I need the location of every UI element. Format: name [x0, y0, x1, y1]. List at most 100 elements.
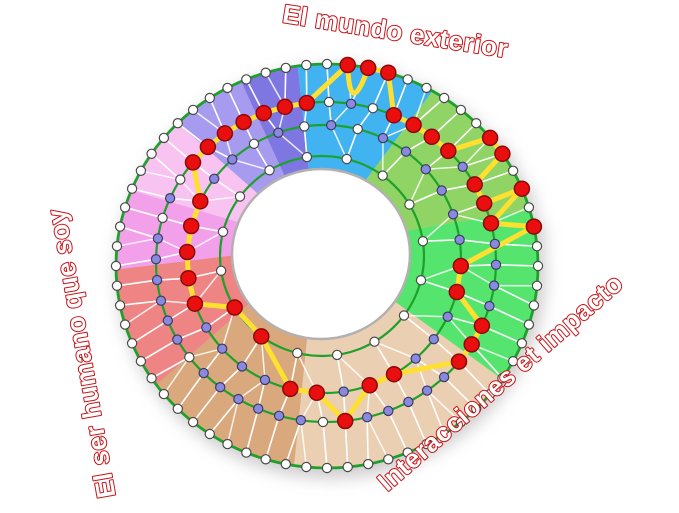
red-node[interactable] — [452, 257, 470, 275]
node[interactable] — [404, 199, 415, 210]
node[interactable] — [436, 185, 447, 196]
node[interactable] — [331, 349, 343, 361]
red-node[interactable] — [385, 107, 403, 124]
outer-node[interactable] — [523, 319, 535, 330]
red-node[interactable] — [182, 217, 200, 235]
red-node[interactable] — [282, 380, 299, 398]
node[interactable] — [488, 280, 500, 291]
node[interactable] — [377, 132, 389, 144]
red-node[interactable] — [180, 269, 197, 287]
red-node[interactable] — [226, 299, 243, 316]
outer-node[interactable] — [497, 373, 508, 384]
outer-node[interactable] — [439, 92, 450, 104]
node[interactable] — [273, 410, 285, 421]
node[interactable] — [184, 352, 195, 363]
node[interactable] — [151, 274, 163, 286]
outer-node[interactable] — [260, 67, 271, 78]
node[interactable] — [417, 235, 429, 247]
red-node[interactable] — [276, 98, 294, 116]
node[interactable] — [292, 347, 303, 359]
outer-node[interactable] — [172, 117, 183, 129]
outer-node[interactable] — [471, 403, 482, 414]
outer-node[interactable] — [204, 428, 215, 440]
node[interactable] — [338, 386, 349, 397]
red-node[interactable] — [255, 104, 272, 122]
outer-node[interactable] — [301, 461, 312, 473]
node[interactable] — [299, 121, 310, 132]
red-node[interactable] — [336, 412, 354, 430]
outer-node[interactable] — [439, 428, 450, 440]
node[interactable] — [415, 275, 427, 286]
node[interactable] — [383, 405, 394, 417]
outer-node[interactable] — [126, 338, 138, 349]
outer-node[interactable] — [363, 458, 374, 470]
node[interactable] — [323, 96, 335, 108]
red-node[interactable] — [235, 113, 252, 131]
outer-node[interactable] — [260, 454, 271, 465]
outer-node[interactable] — [321, 58, 333, 70]
node[interactable] — [341, 153, 352, 165]
node[interactable] — [273, 127, 284, 138]
outer-node[interactable] — [402, 74, 413, 85]
outer-node[interactable] — [135, 356, 147, 367]
outer-node[interactable] — [146, 373, 157, 384]
red-node[interactable] — [253, 328, 270, 345]
outer-node[interactable] — [301, 59, 312, 71]
outer-node[interactable] — [523, 202, 535, 213]
outer-node[interactable] — [119, 319, 131, 330]
red-node[interactable] — [178, 243, 196, 261]
node[interactable] — [201, 322, 212, 333]
node[interactable] — [155, 295, 167, 306]
node[interactable] — [326, 119, 337, 131]
red-node[interactable] — [359, 59, 377, 77]
node[interactable] — [442, 311, 453, 322]
outer-node[interactable] — [110, 260, 122, 272]
node[interactable] — [369, 336, 380, 347]
outer-node[interactable] — [280, 458, 291, 470]
node[interactable] — [361, 412, 373, 423]
outer-node[interactable] — [342, 461, 353, 473]
outer-node[interactable] — [507, 356, 519, 367]
node[interactable] — [301, 151, 313, 163]
outer-node[interactable] — [111, 280, 123, 291]
outer-node[interactable] — [531, 240, 543, 252]
outer-node[interactable] — [158, 132, 170, 144]
outer-node[interactable] — [111, 240, 123, 252]
red-node[interactable] — [184, 154, 202, 171]
outer-node[interactable] — [532, 260, 544, 272]
node[interactable] — [295, 415, 307, 426]
red-node[interactable] — [481, 129, 499, 147]
node[interactable] — [410, 353, 421, 364]
red-node[interactable] — [466, 176, 483, 193]
red-node[interactable] — [308, 384, 326, 402]
red-node[interactable] — [380, 64, 397, 81]
node[interactable] — [234, 191, 246, 202]
node[interactable] — [367, 102, 379, 114]
node[interactable] — [172, 334, 183, 345]
node[interactable] — [208, 173, 220, 184]
node[interactable] — [377, 170, 388, 181]
node[interactable] — [227, 154, 238, 165]
node[interactable] — [420, 164, 431, 175]
outer-node[interactable] — [135, 165, 147, 176]
outer-node[interactable] — [241, 447, 252, 458]
outer-node[interactable] — [402, 447, 413, 458]
red-node[interactable] — [192, 193, 209, 210]
sector-pink-bright[interactable] — [116, 190, 239, 270]
outer-node[interactable] — [158, 388, 170, 400]
node[interactable] — [253, 403, 264, 414]
outer-node[interactable] — [421, 438, 432, 450]
red-node[interactable] — [405, 116, 422, 134]
red-node[interactable] — [440, 142, 457, 160]
outer-node[interactable] — [455, 104, 467, 116]
red-node[interactable] — [385, 365, 403, 383]
node[interactable] — [438, 371, 450, 383]
node[interactable] — [484, 300, 495, 312]
node[interactable] — [400, 146, 412, 157]
outer-node[interactable] — [126, 183, 138, 194]
red-node[interactable] — [525, 218, 543, 235]
red-node[interactable] — [475, 195, 493, 212]
node[interactable] — [457, 161, 468, 172]
red-node[interactable] — [494, 145, 511, 163]
red-node[interactable] — [473, 317, 491, 335]
